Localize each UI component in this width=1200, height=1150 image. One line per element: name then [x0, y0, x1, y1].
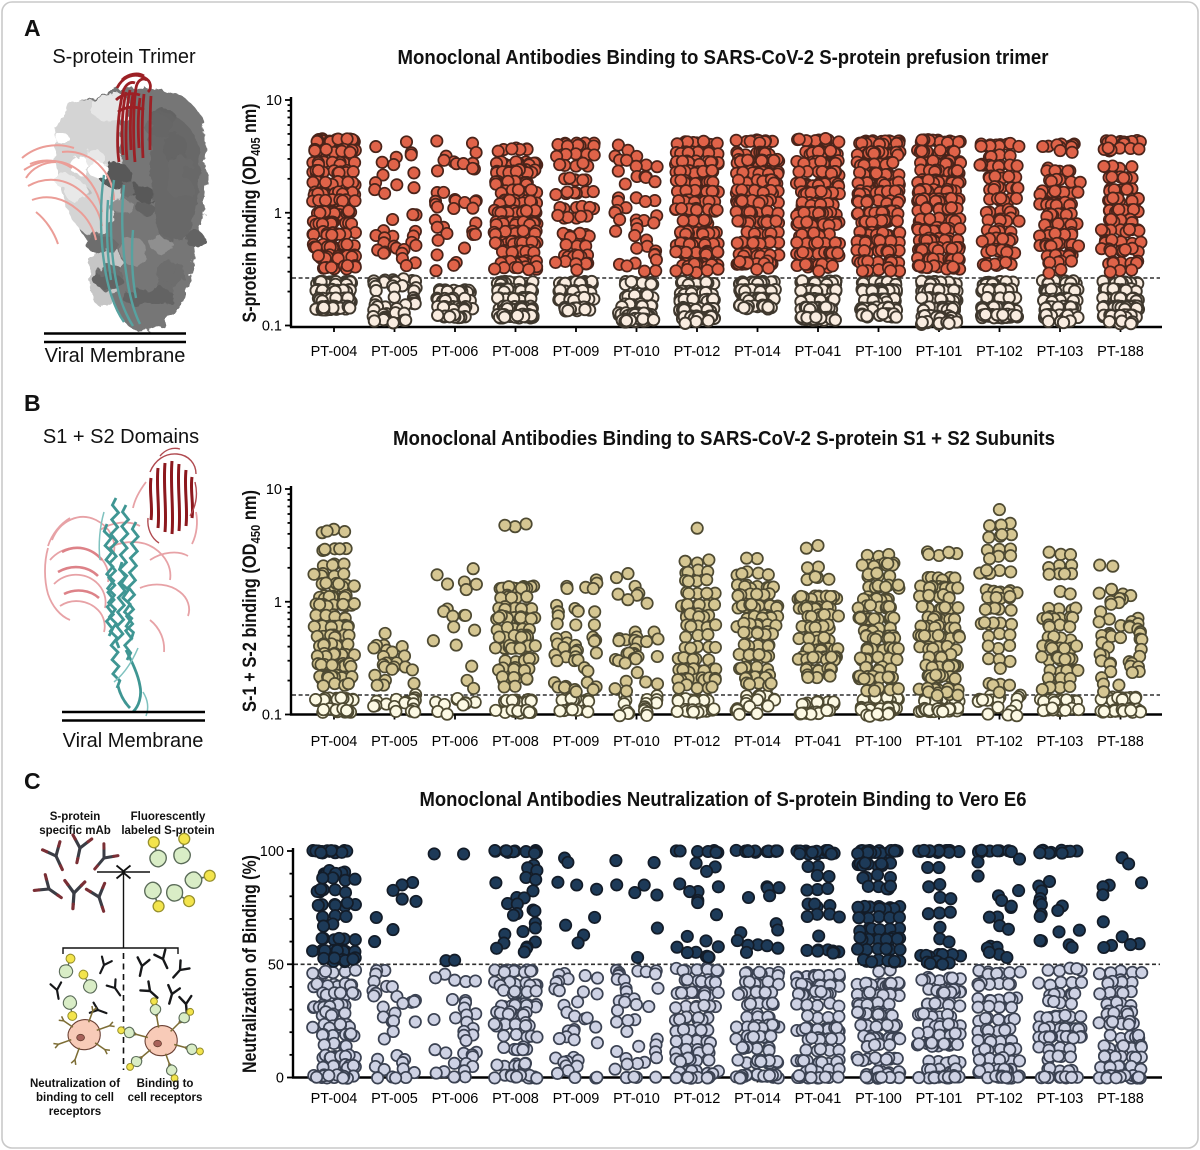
svg-text:1: 1	[274, 595, 282, 611]
svg-text:PT-100: PT-100	[855, 734, 902, 750]
svg-text:PT-009: PT-009	[553, 734, 600, 750]
svg-text:PT-012: PT-012	[674, 1091, 721, 1107]
svg-text:PT-103: PT-103	[1037, 1091, 1084, 1107]
svg-text:PT-008: PT-008	[492, 1091, 539, 1107]
svg-text:PT-188: PT-188	[1097, 734, 1144, 750]
svg-text:PT-102: PT-102	[976, 1091, 1023, 1107]
svg-text:PT-004: PT-004	[311, 734, 358, 750]
svg-text:PT-188: PT-188	[1097, 344, 1144, 360]
svg-text:PT-004: PT-004	[311, 344, 358, 360]
svg-text:0.1: 0.1	[262, 708, 282, 724]
svg-text:PT-014: PT-014	[734, 344, 781, 360]
svg-text:binding to cell: binding to cell	[36, 1092, 114, 1104]
svg-text:PT-014: PT-014	[734, 734, 781, 750]
svg-text:PT-005: PT-005	[371, 734, 418, 750]
svg-text:PT-100: PT-100	[855, 344, 902, 360]
svg-text:Neutralization of: Neutralization of	[30, 1078, 120, 1090]
svg-text:PT-101: PT-101	[916, 1091, 963, 1107]
svg-text:specific mAb: specific mAb	[39, 825, 111, 837]
svg-text:cell receptors: cell receptors	[128, 1092, 203, 1104]
svg-text:PT-101: PT-101	[916, 344, 963, 360]
svg-text:PT-008: PT-008	[492, 734, 539, 750]
svg-text:PT-010: PT-010	[613, 1091, 660, 1107]
svg-text:Fluorescently: Fluorescently	[131, 811, 206, 823]
svg-text:Binding to: Binding to	[137, 1078, 194, 1090]
svg-text:PT-014: PT-014	[734, 1091, 781, 1107]
svg-text:PT-101: PT-101	[916, 734, 963, 750]
svg-text:PT-103: PT-103	[1037, 734, 1084, 750]
svg-text:PT-010: PT-010	[613, 344, 660, 360]
svg-text:10: 10	[266, 482, 282, 498]
svg-text:0.1: 0.1	[262, 319, 282, 335]
svg-text:10: 10	[266, 93, 282, 109]
svg-text:PT-102: PT-102	[976, 734, 1023, 750]
svg-text:PT-009: PT-009	[553, 1091, 600, 1107]
svg-text:1: 1	[274, 206, 282, 222]
svg-text:PT-188: PT-188	[1097, 1091, 1144, 1107]
svg-text:S-protein: S-protein	[50, 811, 100, 823]
svg-text:PT-012: PT-012	[674, 734, 721, 750]
svg-text:PT-041: PT-041	[795, 1091, 842, 1107]
svg-text:PT-008: PT-008	[492, 344, 539, 360]
svg-text:PT-006: PT-006	[432, 344, 479, 360]
svg-text:PT-103: PT-103	[1037, 344, 1084, 360]
svg-text:PT-012: PT-012	[674, 344, 721, 360]
svg-text:PT-010: PT-010	[613, 734, 660, 750]
svg-text:50: 50	[268, 957, 284, 973]
svg-text:PT-041: PT-041	[795, 734, 842, 750]
svg-text:0: 0	[276, 1071, 284, 1087]
svg-text:PT-005: PT-005	[371, 344, 418, 360]
svg-text:PT-006: PT-006	[432, 1091, 479, 1107]
svg-text:PT-041: PT-041	[795, 344, 842, 360]
svg-text:PT-005: PT-005	[371, 1091, 418, 1107]
svg-text:PT-100: PT-100	[855, 1091, 902, 1107]
svg-text:PT-004: PT-004	[311, 1091, 358, 1107]
svg-text:100: 100	[260, 844, 284, 860]
svg-text:PT-006: PT-006	[432, 734, 479, 750]
svg-text:PT-102: PT-102	[976, 344, 1023, 360]
svg-text:labeled S-protein: labeled S-protein	[121, 825, 214, 837]
svg-text:PT-009: PT-009	[553, 344, 600, 360]
svg-text:receptors: receptors	[49, 1106, 101, 1118]
